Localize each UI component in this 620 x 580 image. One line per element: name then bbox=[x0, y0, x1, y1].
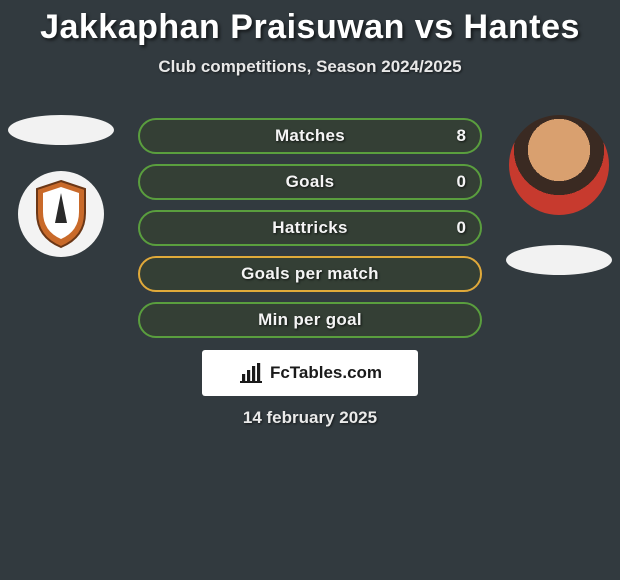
shield-icon bbox=[33, 179, 89, 249]
bar-chart-icon bbox=[238, 362, 264, 384]
stat-label: Goals bbox=[286, 172, 335, 192]
player-right-club-placeholder bbox=[506, 245, 612, 275]
player-right-avatar bbox=[509, 115, 609, 215]
stat-pill: Goals 0 bbox=[138, 164, 482, 200]
stats-list: Matches 8 Goals 0 Hattricks 0 Goals per match M… bbox=[138, 118, 482, 348]
attribution-text: FcTables.com bbox=[270, 363, 382, 383]
stat-label: Goals per match bbox=[241, 264, 379, 284]
stat-label: Min per goal bbox=[258, 310, 362, 330]
stat-label: Matches bbox=[275, 126, 345, 146]
page-title: Jakkaphan Praisuwan vs Hantes bbox=[0, 0, 620, 47]
right-player-column bbox=[504, 115, 614, 335]
snapshot-date: 14 february 2025 bbox=[0, 408, 620, 428]
left-player-column bbox=[6, 115, 116, 335]
page-subtitle: Club competitions, Season 2024/2025 bbox=[0, 57, 620, 77]
stat-value-right: 0 bbox=[457, 218, 466, 238]
stat-pill: Min per goal bbox=[138, 302, 482, 338]
player-left-club-badge bbox=[18, 171, 104, 257]
stat-value-right: 8 bbox=[457, 126, 466, 146]
stat-label: Hattricks bbox=[272, 218, 347, 238]
stat-pill: Goals per match bbox=[138, 256, 482, 292]
stat-value-right: 0 bbox=[457, 172, 466, 192]
stat-pill: Hattricks 0 bbox=[138, 210, 482, 246]
player-left-avatar-placeholder bbox=[8, 115, 114, 145]
attribution-badge: FcTables.com bbox=[202, 350, 418, 396]
stat-pill: Matches 8 bbox=[138, 118, 482, 154]
